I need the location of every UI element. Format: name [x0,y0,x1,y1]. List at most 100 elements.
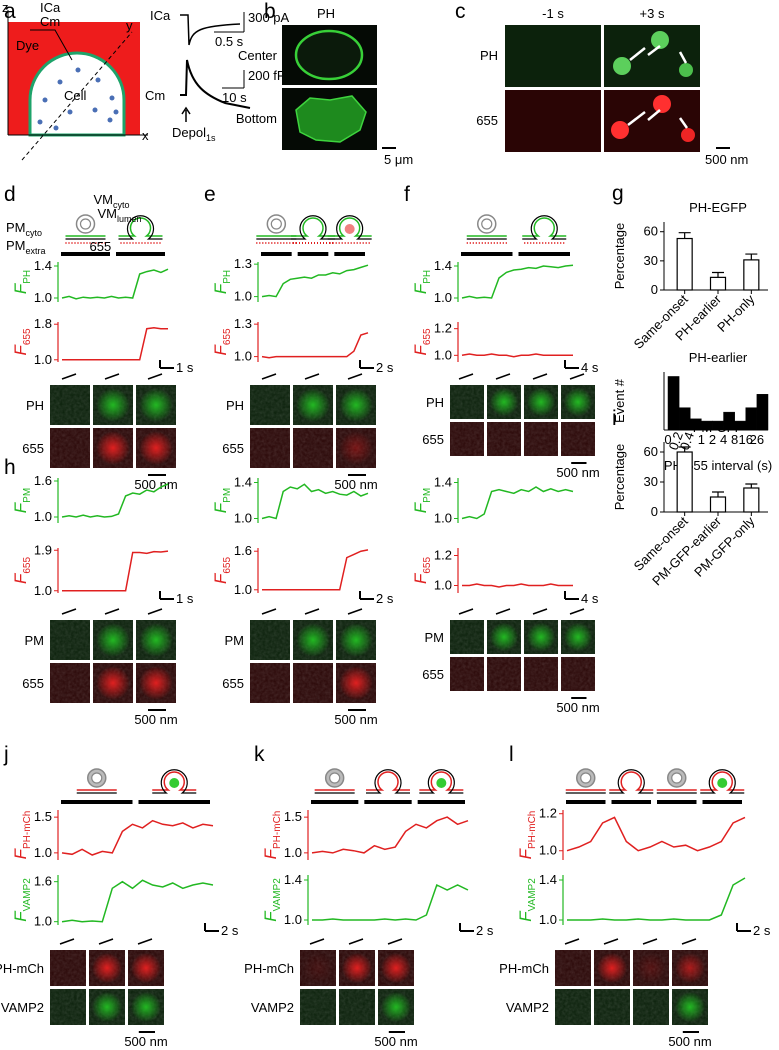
time-marker [304,608,320,615]
axis-label: x [142,128,149,143]
micrograph-spot [296,623,330,657]
y-axis-label: FVAMP2 [516,878,538,922]
time-marker [59,938,75,945]
micrograph-spot [139,431,173,465]
vesicle [477,214,497,234]
micrograph-spot [596,952,628,984]
depol-arrow [181,106,191,122]
membrane [327,215,372,240]
panel-a: a z y x Dye Cell ICa Cm ICa 300 pA 0.5 s… [2,0,290,161]
bar [678,407,691,431]
y-tick-label: 1.0 [234,511,252,526]
depol-sub: 1s [206,133,216,143]
spot [681,128,695,142]
time-marker [532,608,548,615]
y-axis-label: F655 [411,557,433,585]
arrows [627,45,689,129]
micrograph-spot [96,431,130,465]
x-tick-label: PH-only [714,291,758,335]
y-tick-label: 1.0 [234,349,252,364]
y-axis-label: FPH [211,270,233,294]
vesicle [75,214,96,234]
micrograph-spot [563,622,593,652]
time-marker [532,373,548,380]
schematic-icon [656,768,697,794]
y-tick-label: 1.9 [34,542,52,557]
micrograph-noise [487,657,521,691]
scale-label: 0.5 s [215,34,244,49]
y-axis [21,31,133,161]
lumen [135,224,146,234]
label-sub: PH [222,270,233,284]
spot [613,57,631,75]
row-label: Center [238,48,278,63]
y-axis-label: F655 [211,557,233,585]
micrograph-noise [524,657,558,691]
time-marker [603,938,619,945]
spot [651,31,669,49]
panel-label: f [404,183,410,206]
y-axis-label: F655 [11,328,33,356]
image-row-label: 655 [222,676,244,691]
micrograph-noise [450,422,484,456]
error-bar [712,271,724,278]
y-tick-label: 0 [651,282,658,297]
label-main: F [411,572,430,584]
y-tick-label: 60 [644,224,658,239]
lumen [169,778,180,788]
panel-label: a [4,0,16,23]
y-tick-label: 1.4 [539,872,557,887]
scale-label: 200 fF [248,68,285,83]
micrograph [604,25,700,87]
panel-b: b PH Center Bottom 5 μm [236,0,413,167]
label-sub: PH [422,270,433,284]
membrane [152,771,197,791]
time-marker [642,938,658,945]
lumen [436,778,447,788]
cell-dots [37,67,119,131]
x-tick-label: 2 [709,432,716,447]
micrograph-noise [250,620,290,660]
y-axis-label: FPH [411,270,433,294]
scale-label: 10 s [222,90,247,105]
trace [311,816,469,854]
micrograph-noise [561,657,595,691]
schematic-label: VMlumen [98,206,142,224]
error-bar [712,491,724,497]
cell-label: Cell [64,88,87,103]
schematic-icon [609,769,654,794]
micrograph-noise [293,428,333,468]
micrograph-noise [555,989,591,1025]
lumen [383,778,393,788]
y-axis-label: FPM [11,488,33,513]
y-tick-label: 1.0 [434,347,452,362]
image-row-label: PH-mCh [499,961,549,976]
image-row-label: PH [226,398,244,413]
time-marker [98,938,114,945]
membrane [366,771,410,791]
vesicle [481,218,493,230]
time-marker [347,608,363,615]
label-main: VM [94,192,114,207]
micrograph-spot [302,952,334,984]
row-label: 655 [476,113,498,128]
micrograph-spot [339,388,373,422]
micrograph-spot [91,952,123,984]
y-axis-label: Percentage [612,444,627,511]
label-main: F [211,282,230,294]
label-main: F [211,501,230,513]
time-marker [147,608,163,615]
error-bar [745,483,758,488]
panel-label: e [204,183,216,206]
membrane [522,215,567,240]
schematic-label: VMcyto [94,192,130,210]
image-row-label: VAMP2 [506,1000,549,1015]
time-marker [104,373,120,380]
x-tick-label: 16 [739,432,753,447]
time-marker [569,373,585,380]
micrograph-spot [526,622,556,652]
micrograph-spot [96,623,130,657]
y-tick-label: 1.0 [434,511,452,526]
time-marker [261,608,277,615]
